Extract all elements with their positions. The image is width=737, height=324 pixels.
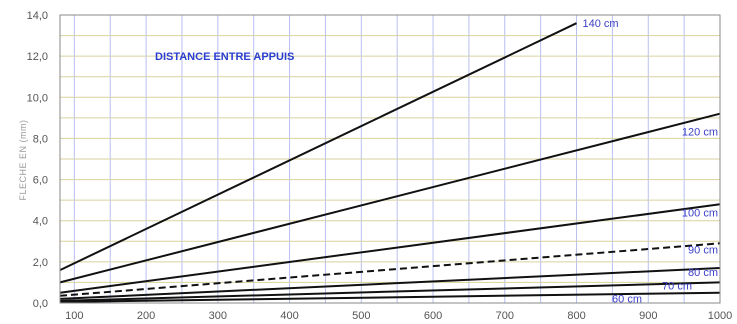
chart-grid xyxy=(60,14,721,303)
x-tick-label: 800 xyxy=(567,310,585,322)
y-tick-label: 4,0 xyxy=(33,216,48,228)
x-tick-label: 600 xyxy=(424,310,442,322)
series-label: 90 cm xyxy=(688,244,718,256)
y-tick-label: 6,0 xyxy=(33,175,48,187)
y-tick-label: 10,0 xyxy=(27,92,48,104)
series-line xyxy=(59,267,721,300)
x-tick-label: 700 xyxy=(496,310,514,322)
x-tick-label: 200 xyxy=(137,310,155,322)
series-label: 80 cm xyxy=(688,267,718,279)
y-tick-label: 0,0 xyxy=(33,298,48,310)
series-label: 120 cm xyxy=(682,127,718,139)
x-tick-label: 1000 xyxy=(708,310,732,322)
series-line xyxy=(59,203,721,294)
chart-title: DISTANCE ENTRE APPUIS xyxy=(155,51,294,63)
series-line xyxy=(59,291,721,303)
y-axis-label: FLECHE EN (mm) xyxy=(18,120,28,201)
plot-frame xyxy=(59,14,721,304)
chart-axes: 100 200 300 400 500 600 700 800 900 1000 0,0 2,0 4,0… xyxy=(27,10,733,322)
series-label: 100 cm xyxy=(682,207,718,219)
x-tick-label: 300 xyxy=(209,310,227,322)
series-line xyxy=(59,281,721,302)
series-line xyxy=(59,112,721,284)
series-label: 140 cm xyxy=(583,18,619,30)
y-tick-label: 8,0 xyxy=(33,133,48,145)
y-tick-label: 2,0 xyxy=(33,257,48,269)
y-tick-label: 12,0 xyxy=(27,51,48,63)
x-tick-label: 500 xyxy=(352,310,370,322)
series-label: 60 cm xyxy=(612,294,642,306)
series-line xyxy=(59,22,577,272)
y-tick-label: 14,0 xyxy=(27,10,48,22)
x-tick-label: 400 xyxy=(280,310,298,322)
x-tick-label: 100 xyxy=(65,310,83,322)
series-line xyxy=(59,242,721,297)
x-tick-label: 900 xyxy=(639,310,657,322)
series-label: 70 cm xyxy=(662,280,692,292)
